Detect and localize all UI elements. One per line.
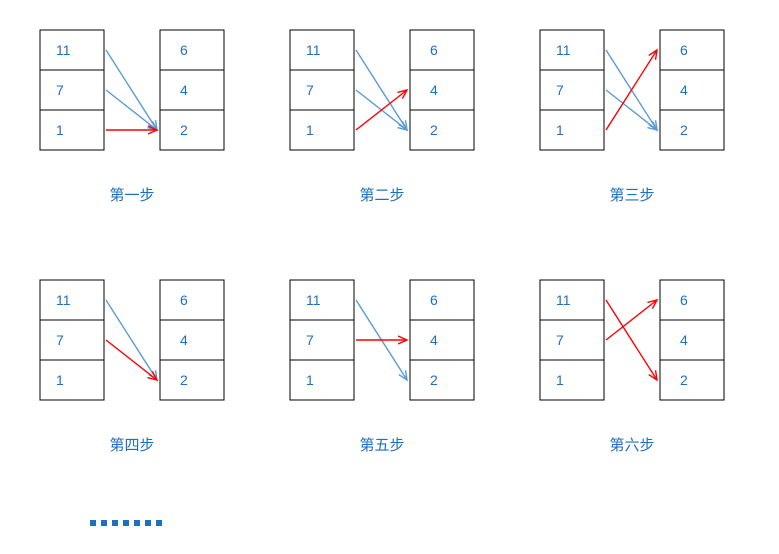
blue-arrow bbox=[106, 90, 157, 130]
right-cell bbox=[660, 280, 724, 320]
left-cell bbox=[290, 30, 354, 70]
cell-value: 1 bbox=[556, 122, 564, 138]
step-caption: 第一步 bbox=[109, 186, 154, 204]
blue-arrow bbox=[106, 300, 157, 380]
cell-value: 1 bbox=[306, 372, 314, 388]
cell-value: 11 bbox=[556, 292, 571, 308]
red-arrow bbox=[106, 340, 157, 380]
blue-arrow bbox=[106, 50, 157, 130]
left-cell bbox=[290, 280, 354, 320]
cell-value: 7 bbox=[56, 82, 64, 98]
ellipsis-dot bbox=[112, 520, 118, 526]
blue-arrow bbox=[356, 50, 407, 130]
cell-value: 4 bbox=[680, 82, 688, 98]
cell-value: 2 bbox=[680, 122, 688, 138]
cell-value: 7 bbox=[56, 332, 64, 348]
cell-value: 6 bbox=[180, 42, 188, 58]
blue-arrow bbox=[606, 90, 657, 130]
cell-value: 7 bbox=[556, 82, 564, 98]
ellipsis-dot bbox=[145, 520, 151, 526]
ellipsis-dot bbox=[123, 520, 129, 526]
left-cell bbox=[40, 280, 104, 320]
cell-value: 2 bbox=[180, 122, 188, 138]
step-caption: 第五步 bbox=[359, 436, 404, 454]
left-cell bbox=[40, 360, 104, 400]
ellipsis-dot bbox=[90, 520, 96, 526]
right-cell bbox=[160, 70, 224, 110]
right-cell bbox=[660, 360, 724, 400]
cell-value: 4 bbox=[430, 332, 438, 348]
left-cell bbox=[540, 30, 604, 70]
right-cell bbox=[660, 320, 724, 360]
right-cell bbox=[660, 30, 724, 70]
step-caption: 第四步 bbox=[109, 436, 154, 454]
cell-value: 2 bbox=[430, 122, 438, 138]
ellipsis-dot bbox=[156, 520, 162, 526]
diagram-canvas: 1171642第一步1171642第二步1171642第三步1171642第四步… bbox=[0, 0, 779, 554]
cell-value: 4 bbox=[430, 82, 438, 98]
cell-value: 6 bbox=[430, 42, 438, 58]
cell-value: 1 bbox=[306, 122, 314, 138]
left-cell bbox=[40, 110, 104, 150]
cell-value: 7 bbox=[556, 332, 564, 348]
cell-value: 11 bbox=[56, 292, 71, 308]
left-cell bbox=[290, 110, 354, 150]
cell-value: 6 bbox=[680, 42, 688, 58]
left-cell bbox=[40, 70, 104, 110]
left-cell bbox=[540, 70, 604, 110]
right-cell bbox=[660, 70, 724, 110]
right-cell bbox=[410, 70, 474, 110]
ellipsis-dot bbox=[101, 520, 107, 526]
right-cell bbox=[410, 280, 474, 320]
cell-value: 6 bbox=[180, 292, 188, 308]
left-cell bbox=[290, 70, 354, 110]
cell-value: 7 bbox=[306, 332, 314, 348]
cell-value: 11 bbox=[306, 42, 321, 58]
right-cell bbox=[160, 280, 224, 320]
step-caption: 第三步 bbox=[609, 186, 654, 204]
left-cell bbox=[40, 30, 104, 70]
cell-value: 1 bbox=[56, 122, 64, 138]
cell-value: 2 bbox=[430, 372, 438, 388]
cell-value: 11 bbox=[56, 42, 71, 58]
cell-value: 7 bbox=[306, 82, 314, 98]
right-cell bbox=[410, 110, 474, 150]
left-cell bbox=[290, 320, 354, 360]
cell-value: 11 bbox=[306, 292, 321, 308]
step-caption: 第二步 bbox=[359, 186, 404, 204]
cell-value: 6 bbox=[680, 292, 688, 308]
cell-value: 4 bbox=[180, 82, 188, 98]
left-cell bbox=[290, 360, 354, 400]
cell-value: 2 bbox=[180, 372, 188, 388]
cell-value: 11 bbox=[556, 42, 571, 58]
left-cell bbox=[540, 360, 604, 400]
left-cell bbox=[540, 320, 604, 360]
right-cell bbox=[160, 320, 224, 360]
left-cell bbox=[540, 280, 604, 320]
right-cell bbox=[410, 360, 474, 400]
ellipsis-dot bbox=[134, 520, 140, 526]
cell-value: 4 bbox=[680, 332, 688, 348]
cell-value: 1 bbox=[556, 372, 564, 388]
left-cell bbox=[40, 320, 104, 360]
cell-value: 6 bbox=[430, 292, 438, 308]
cell-value: 1 bbox=[56, 372, 64, 388]
cell-value: 4 bbox=[180, 332, 188, 348]
red-arrow bbox=[606, 300, 657, 340]
right-cell bbox=[160, 30, 224, 70]
right-cell bbox=[410, 30, 474, 70]
left-cell bbox=[540, 110, 604, 150]
red-arrow bbox=[606, 300, 657, 380]
right-cell bbox=[660, 110, 724, 150]
right-cell bbox=[160, 360, 224, 400]
right-cell bbox=[410, 320, 474, 360]
right-cell bbox=[160, 110, 224, 150]
step-caption: 第六步 bbox=[609, 436, 654, 454]
cell-value: 2 bbox=[680, 372, 688, 388]
